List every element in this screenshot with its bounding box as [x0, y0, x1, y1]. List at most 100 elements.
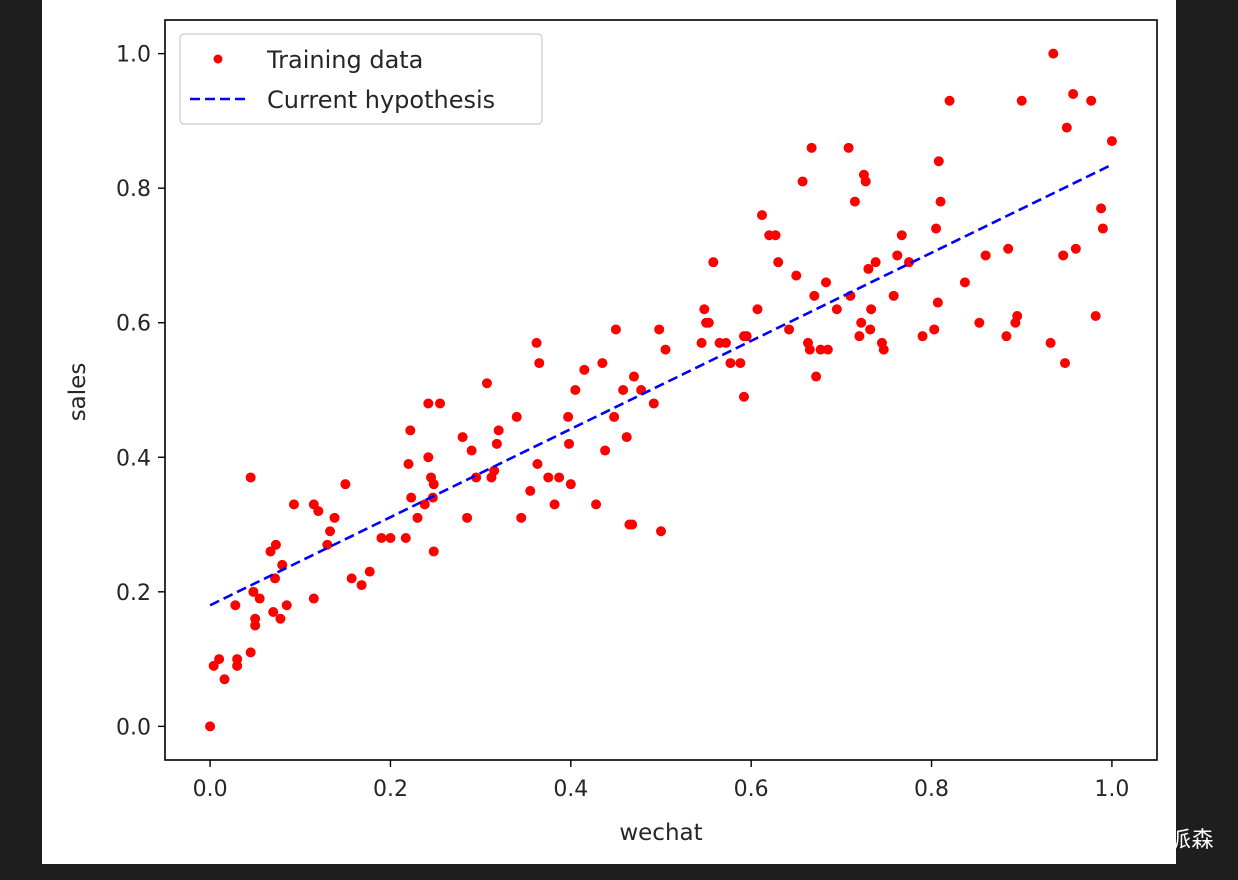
- data-point: [856, 317, 867, 328]
- x-tick-label: 1.0: [1094, 777, 1129, 802]
- data-point: [866, 304, 877, 315]
- data-point: [230, 600, 241, 611]
- data-point: [752, 304, 763, 315]
- figure-canvas: 0.0 0.2 0.4 0.6 0.8 1.0 0.0 0.2 0.4 0.6 0.8 1.0 wec…: [42, 0, 1176, 864]
- data-point: [959, 277, 970, 288]
- y-tick-label: 0.4: [116, 446, 151, 471]
- data-point: [403, 459, 414, 469]
- y-tick-label: 0.0: [116, 715, 151, 740]
- data-point: [797, 176, 808, 187]
- data-point: [804, 344, 815, 355]
- data-point: [849, 196, 860, 207]
- data-point: [270, 539, 281, 550]
- data-point: [628, 371, 639, 382]
- data-point: [831, 304, 842, 315]
- data-point: [406, 492, 417, 503]
- data-point: [511, 411, 522, 422]
- data-point: [1058, 250, 1069, 261]
- data-point: [1003, 243, 1014, 254]
- data-point: [205, 721, 216, 732]
- y-tick-label: 0.2: [116, 581, 151, 606]
- data-point: [878, 344, 889, 355]
- data-point: [308, 593, 319, 604]
- watermark: 掘金技术社区 @ 全栈派森: [951, 828, 1214, 853]
- data-point: [346, 573, 357, 584]
- data-point: [329, 512, 340, 523]
- data-point: [214, 654, 225, 665]
- data-point: [708, 257, 719, 268]
- y-axis-title: sales: [65, 363, 91, 422]
- data-point: [1016, 95, 1027, 106]
- data-point: [281, 600, 292, 611]
- x-tick-label: 0.0: [193, 777, 228, 802]
- data-point: [254, 593, 265, 604]
- data-point: [462, 512, 473, 523]
- y-tick-label: 0.6: [116, 312, 151, 337]
- data-point: [219, 674, 230, 685]
- data-point: [579, 364, 590, 375]
- data-point: [564, 438, 575, 449]
- data-point: [600, 445, 611, 456]
- data-point: [892, 250, 903, 261]
- data-point: [811, 371, 822, 382]
- data-point: [471, 472, 482, 483]
- data-point: [1068, 89, 1079, 99]
- data-point: [525, 485, 536, 496]
- data-point: [489, 465, 500, 476]
- data-point: [917, 331, 928, 342]
- data-point: [618, 385, 629, 395]
- data-point: [904, 257, 914, 268]
- data-point: [654, 324, 665, 335]
- data-point: [1106, 136, 1117, 147]
- data-point: [565, 479, 576, 490]
- data-point: [325, 526, 336, 537]
- data-point: [725, 358, 736, 369]
- data-point: [250, 620, 261, 631]
- data-point: [791, 270, 802, 281]
- data-point: [935, 196, 946, 207]
- data-point: [784, 324, 795, 335]
- data-point: [481, 378, 492, 389]
- axes-frame: [164, 19, 1158, 761]
- data-point: [822, 344, 833, 355]
- data-point: [554, 472, 565, 483]
- data-point: [809, 290, 820, 301]
- data-point: [888, 290, 899, 301]
- data-point: [696, 337, 707, 348]
- data-point: [1012, 311, 1023, 321]
- data-point: [1001, 331, 1012, 342]
- data-point: [770, 230, 781, 241]
- data-point: [609, 411, 620, 422]
- data-point: [322, 539, 333, 550]
- data-point: [821, 277, 832, 288]
- data-point: [423, 452, 434, 463]
- data-point: [1090, 311, 1101, 321]
- data-point: [232, 660, 243, 671]
- data-point: [532, 459, 543, 469]
- legend: Training data Current hypothesis: [179, 33, 543, 125]
- data-point: [815, 344, 826, 355]
- data-point: [929, 324, 940, 335]
- data-point: [428, 546, 439, 557]
- data-point: [735, 358, 746, 369]
- data-point: [627, 519, 638, 530]
- data-point: [863, 263, 874, 274]
- data-point: [516, 512, 527, 523]
- data-point: [1070, 243, 1081, 254]
- data-point: [428, 479, 439, 490]
- data-point: [699, 304, 710, 315]
- data-point: [974, 317, 985, 328]
- data-point: [720, 337, 731, 348]
- data-point: [980, 250, 991, 261]
- data-point: [1096, 203, 1107, 214]
- data-point: [423, 398, 434, 409]
- data-point: [543, 472, 554, 483]
- data-point: [248, 586, 259, 597]
- data-point: [591, 499, 602, 510]
- data-point: [806, 142, 817, 153]
- data-point: [491, 438, 502, 449]
- data-point: [419, 499, 430, 510]
- y-tick-label: 1.0: [116, 43, 151, 68]
- data-point: [570, 385, 581, 395]
- plot-area: [205, 48, 1117, 732]
